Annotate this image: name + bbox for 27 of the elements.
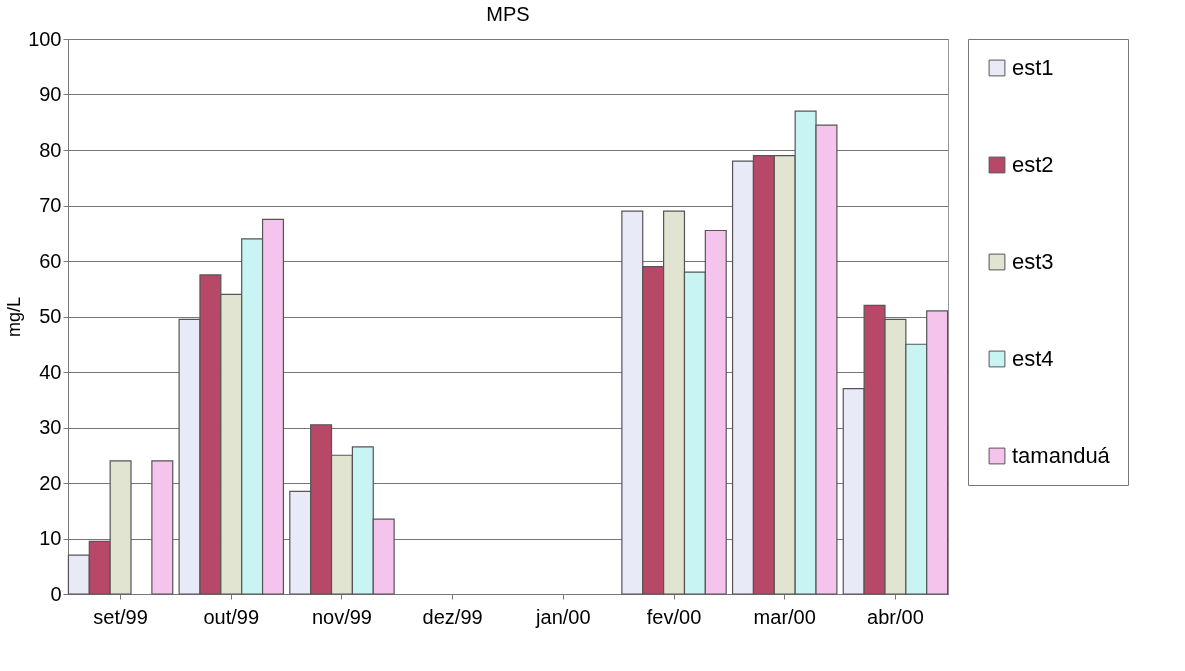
y-tick-label: 100 — [28, 27, 62, 50]
x-tick-label: set/99 — [93, 605, 148, 628]
legend-label: est4 — [1012, 346, 1054, 371]
x-tick-label: jan/00 — [535, 605, 591, 628]
y-tick-label: 30 — [39, 416, 62, 438]
legend-label: est1 — [1012, 55, 1054, 80]
x-tick-label: nov/99 — [311, 605, 372, 628]
y-tick-label: 80 — [39, 138, 62, 161]
y-tick-label: 10 — [39, 527, 62, 549]
y-tick-label: 0 — [50, 582, 62, 605]
legend-label: est3 — [1012, 249, 1054, 274]
x-tick-label: fev/00 — [646, 605, 702, 628]
y-tick-label: 90 — [39, 83, 62, 105]
x-tick-label: out/99 — [203, 605, 260, 628]
y-tick-label: 50 — [39, 305, 62, 327]
x-tick-label: dez/99 — [422, 605, 483, 628]
y-axis-title: mg/L — [4, 296, 25, 338]
y-tick-label: 60 — [39, 249, 62, 272]
y-tick-label: 20 — [39, 471, 62, 494]
bar — [151, 460, 174, 595]
y-tick-label: 70 — [39, 194, 62, 216]
chart-title: MPS — [486, 3, 530, 25]
y-tick-label: 40 — [39, 360, 62, 383]
legend-label: est2 — [1012, 152, 1054, 177]
x-tick-label: mar/00 — [753, 605, 816, 628]
legend-label: tamanduá — [1012, 443, 1111, 468]
x-tick-label: abr/00 — [867, 605, 924, 628]
